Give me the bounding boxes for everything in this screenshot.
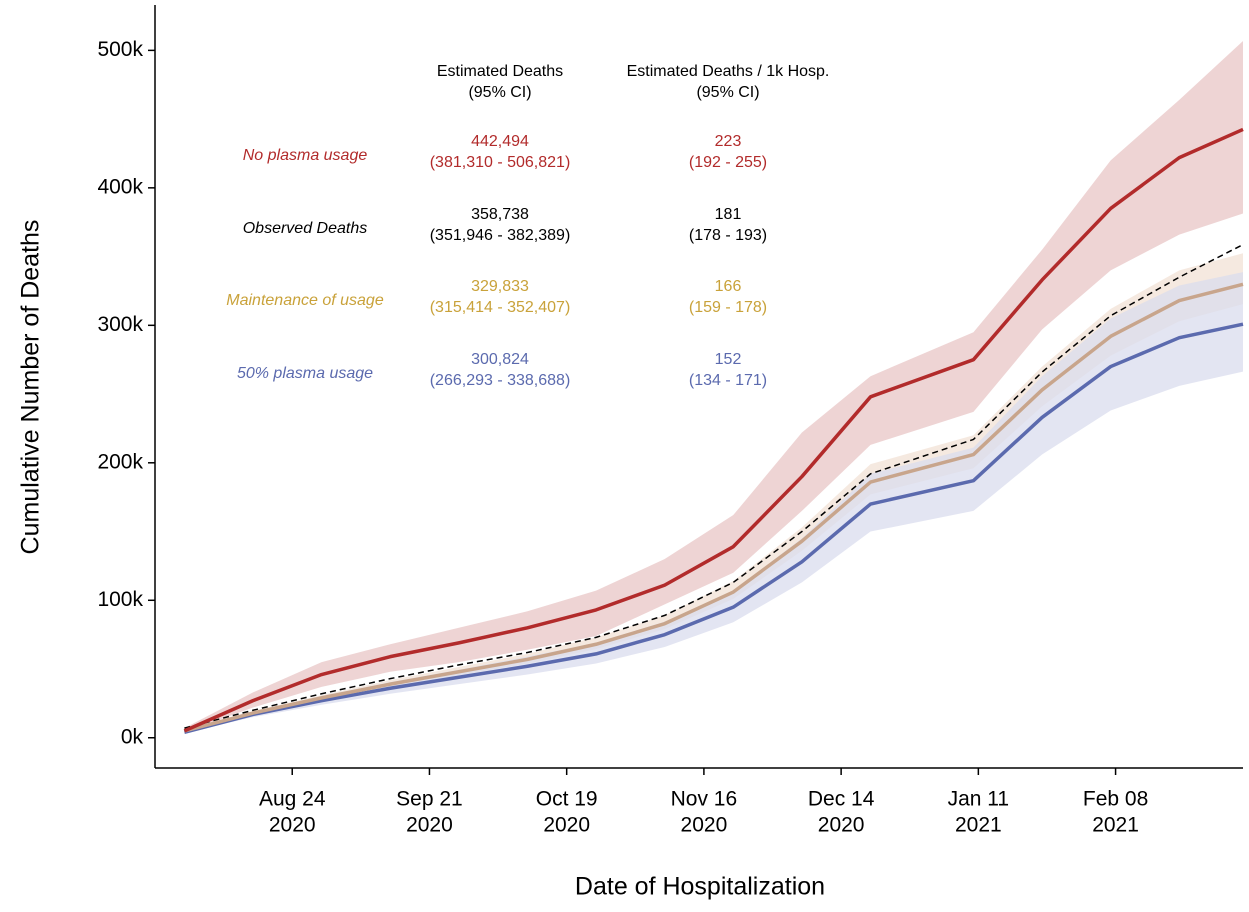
x-tick-label: 2020 <box>681 814 728 837</box>
row-label: Maintenance of usage <box>226 292 384 309</box>
x-tick-label: Sep 21 <box>396 788 463 811</box>
deaths: 442,494 <box>471 133 529 150</box>
x-tick-label: 2020 <box>269 814 316 837</box>
rate-ci: (192 - 255) <box>689 154 767 171</box>
rate-ci: (134 - 171) <box>689 372 767 389</box>
x-tick-label: 2020 <box>818 814 865 837</box>
rate-ci: (159 - 178) <box>689 299 767 316</box>
x-tick-label: 2021 <box>955 814 1002 837</box>
series-line <box>183 322 1244 734</box>
deaths-ci: (381,310 - 506,821) <box>430 154 571 171</box>
x-tick-label: 2020 <box>406 814 453 837</box>
table-header: (95% CI) <box>468 84 531 101</box>
row-label: Observed Deaths <box>243 220 368 237</box>
rate: 166 <box>715 278 742 295</box>
rate: 152 <box>715 351 742 368</box>
y-tick-label: 200k <box>97 450 143 473</box>
rate: 223 <box>715 133 742 150</box>
deaths-ci: (315,414 - 352,407) <box>430 299 571 316</box>
row-label: No plasma usage <box>243 147 368 164</box>
x-tick-label: Feb 08 <box>1083 788 1148 811</box>
y-tick-label: 100k <box>97 588 143 611</box>
table-header: Estimated Deaths <box>437 63 563 80</box>
row-label: 50% plasma usage <box>237 365 373 382</box>
rate: 181 <box>715 206 742 223</box>
deaths-ci: (266,293 - 338,688) <box>430 372 571 389</box>
y-tick-label: 400k <box>97 175 143 198</box>
table-header: (95% CI) <box>696 84 759 101</box>
y-tick-label: 0k <box>121 725 144 748</box>
deaths-ci: (351,946 - 382,389) <box>430 227 571 244</box>
rate-ci: (178 - 193) <box>689 227 767 244</box>
y-tick-label: 500k <box>97 38 143 61</box>
x-tick-label: 2021 <box>1092 814 1139 837</box>
series-line <box>183 282 1244 733</box>
x-tick-label: Aug 24 <box>259 788 326 811</box>
ci-band <box>184 253 1244 732</box>
series-line <box>184 243 1244 729</box>
x-axis-title: Date of Hospitalization <box>575 873 825 901</box>
deaths: 329,833 <box>471 278 529 295</box>
table-header: Estimated Deaths / 1k Hosp. <box>627 63 830 80</box>
series-line <box>183 127 1244 733</box>
x-tick-label: Oct 19 <box>536 788 598 811</box>
y-axis-title: Cumulative Number of Deaths <box>17 220 45 555</box>
deaths: 358,738 <box>471 206 529 223</box>
y-tick-label: 300k <box>97 313 143 336</box>
deaths: 300,824 <box>471 351 529 368</box>
x-tick-label: Jan 11 <box>948 788 1010 811</box>
ci-band <box>184 272 1244 733</box>
x-tick-label: Dec 14 <box>808 788 875 811</box>
x-tick-label: 2020 <box>543 814 590 837</box>
x-tick-label: Nov 16 <box>671 788 738 811</box>
